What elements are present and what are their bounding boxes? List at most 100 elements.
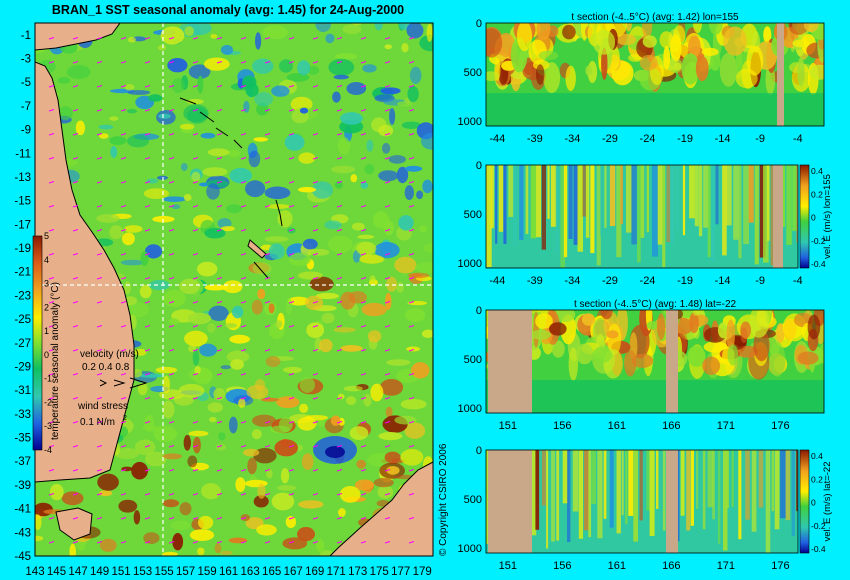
- section-blob: [727, 344, 739, 366]
- wind-arrow: [384, 277, 391, 280]
- wind-arrow: [48, 517, 55, 520]
- section-x-tick-label: -34: [564, 275, 580, 287]
- section-y-tick-label: 500: [464, 494, 482, 506]
- wind-arrow: [168, 373, 175, 376]
- wind-arrow: [384, 421, 391, 424]
- velocity-band: [583, 450, 589, 531]
- wind-arrow: [168, 85, 175, 88]
- wind-arrow: [288, 85, 295, 88]
- wind-arrow: [312, 277, 319, 280]
- velocity-colorbar-tick-label: 0.2: [811, 474, 823, 484]
- anomaly-blob: [334, 53, 358, 60]
- wind-arrow: [96, 277, 103, 280]
- wind-legend-label: wind stress: [77, 401, 128, 412]
- anomaly-blob: [163, 289, 186, 308]
- velocity-band: [616, 165, 622, 258]
- anomaly-blob: [400, 399, 427, 410]
- anomaly-blob: [204, 284, 228, 291]
- section-land: [773, 165, 783, 268]
- velocity-band: [676, 165, 679, 231]
- wind-arrow: [48, 133, 55, 136]
- anomaly-blob: [386, 276, 398, 292]
- map-colorbar: 5 4 3 2 1 0 -1 -2 -3 -4 temperature seasonal anom…: [32, 231, 61, 455]
- map-x-tick-label: 161: [219, 566, 238, 578]
- section-y-tick-label: 1000: [458, 403, 482, 415]
- wind-arrow: [360, 205, 367, 208]
- wind-arrow: [48, 109, 55, 112]
- section-x-tick-label: -14: [715, 275, 731, 287]
- section-blob: [592, 29, 616, 55]
- velocity-band: [649, 450, 655, 536]
- anomaly-blob: [162, 375, 170, 394]
- anomaly-blob: [188, 64, 211, 79]
- section-blob: [486, 71, 500, 81]
- anomaly-blob: [162, 196, 187, 202]
- wind-arrow: [312, 445, 319, 448]
- velocity-band: [707, 165, 711, 258]
- wind-arrow: [216, 445, 223, 448]
- wind-arrow: [192, 157, 199, 160]
- anomaly-blob: [333, 327, 356, 333]
- velocity-band: [646, 165, 650, 233]
- wind-arrow: [288, 517, 295, 520]
- anomaly-blob: [148, 94, 163, 102]
- wind-arrow: [360, 133, 367, 136]
- section-y-tick-label: 500: [464, 354, 482, 366]
- wind-arrow: [360, 397, 367, 400]
- anomaly-blob: [109, 136, 127, 146]
- anomaly-blob: [400, 449, 424, 466]
- velocity-band: [738, 450, 742, 540]
- wind-arrow: [216, 181, 223, 184]
- wind-arrow: [264, 253, 271, 256]
- wind-arrow: [384, 541, 391, 544]
- section-frame: [485, 309, 825, 414]
- wind-arrow: [72, 229, 79, 232]
- wind-arrow: [216, 85, 223, 88]
- colorbar-tick-label: -4: [44, 445, 52, 455]
- anomaly-blob: [321, 312, 335, 324]
- wind-arrow: [312, 133, 319, 136]
- velocity-band: [495, 165, 498, 244]
- section-blob: [746, 45, 764, 76]
- wind-arrow: [72, 349, 79, 352]
- anomaly-blob: [245, 180, 266, 198]
- map-x-tick-label: 155: [154, 566, 173, 578]
- wind-arrow: [336, 301, 343, 304]
- anomaly-blob: [184, 330, 208, 347]
- solomon-islands: [179, 97, 243, 149]
- anomaly-blob: [407, 272, 430, 279]
- section-blob: [565, 65, 576, 92]
- wind-arrow: [264, 349, 271, 352]
- anomaly-blob: [158, 113, 171, 119]
- map-x-tick-label: 159: [198, 566, 217, 578]
- wind-arrow: [336, 157, 343, 160]
- section-blob: [642, 23, 653, 39]
- wind-arrow: [96, 253, 103, 256]
- wind-arrow: [96, 85, 103, 88]
- velocity-colorbar-label: vel. E (m/s) lat=-22: [822, 462, 833, 542]
- map-y-tick-label: -7: [21, 101, 31, 113]
- anomaly-blob: [148, 279, 170, 291]
- section-blob: [580, 23, 588, 41]
- section-blob: [575, 343, 594, 365]
- anomaly-blob: [184, 26, 194, 37]
- wind-arrow: [264, 133, 271, 136]
- anomaly-blob: [172, 533, 184, 551]
- anomaly-blob: [133, 510, 141, 525]
- anomaly-blob: [378, 432, 403, 441]
- anomaly-blob: [168, 318, 180, 325]
- anomaly-blob: [367, 330, 382, 343]
- velocity-colorbar-tick-label: -0.4: [811, 544, 826, 554]
- wind-arrow: [408, 325, 415, 328]
- anomaly-blob: [121, 232, 135, 246]
- anomaly-blob: [66, 65, 91, 79]
- anomaly-blob: [337, 137, 351, 155]
- velocity-colorbar-tick-label: -0.2: [811, 521, 826, 531]
- wind-arrow: [192, 349, 199, 352]
- velocity-band: [498, 165, 504, 232]
- anomaly-blob: [388, 155, 406, 164]
- wind-arrow: [192, 301, 199, 304]
- section-blob: [642, 35, 657, 48]
- anomaly-blob: [398, 215, 414, 231]
- wind-arrow: [96, 469, 103, 472]
